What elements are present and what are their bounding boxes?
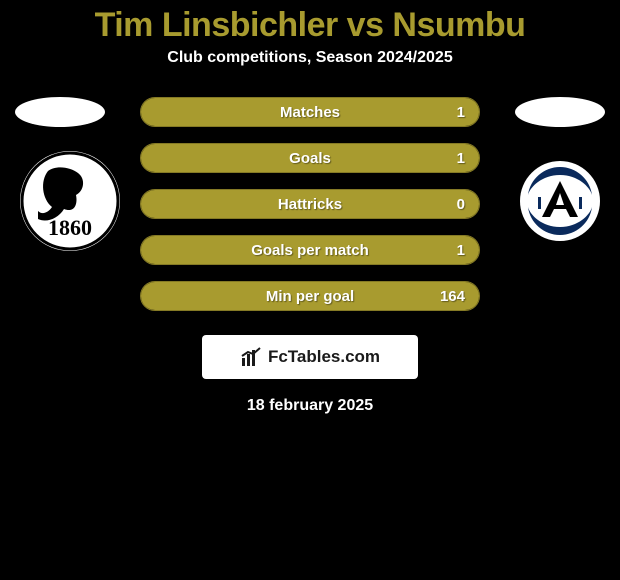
stat-bar-value-right: 0 [457, 196, 465, 213]
comparison-body: 1860 Matches1Goals1Hattricks0Goals per m… [0, 97, 620, 415]
arminia-bielefeld-logo [520, 161, 600, 241]
stat-bar-value-right: 1 [457, 242, 465, 259]
stat-bars: Matches1Goals1Hattricks0Goals per match1… [140, 97, 480, 311]
stat-bar: Matches1 [140, 97, 480, 127]
stat-bar: Min per goal164 [140, 281, 480, 311]
stat-bar-value-right: 1 [457, 150, 465, 167]
comparison-title: Tim Linsbichler vs Nsumbu [0, 0, 620, 45]
stat-bar-label: Goals per match [141, 242, 479, 259]
tsv-1860-munchen-logo: 1860 [20, 151, 120, 251]
stat-bar-value-right: 164 [440, 288, 465, 305]
right-ellipse-decor [515, 97, 605, 127]
club-left-icon: 1860 [20, 151, 120, 251]
comparison-date: 18 february 2025 [0, 397, 620, 415]
comparison-subtitle: Club competitions, Season 2024/2025 [0, 49, 620, 67]
stat-bar: Hattricks0 [140, 189, 480, 219]
stat-bar-label: Goals [141, 150, 479, 167]
brand-text: FcTables.com [268, 347, 380, 367]
stat-bar-value-right: 1 [457, 104, 465, 121]
brand-badge: FcTables.com [202, 335, 418, 379]
stat-bar: Goals per match1 [140, 235, 480, 265]
left-ellipse-decor [15, 97, 105, 127]
club-left-year: 1860 [48, 215, 92, 240]
stat-bar: Goals1 [140, 143, 480, 173]
stat-bar-label: Min per goal [141, 288, 479, 305]
club-right-icon [520, 161, 600, 241]
chart-icon [240, 346, 262, 368]
stat-bar-label: Hattricks [141, 196, 479, 213]
stat-bar-label: Matches [141, 104, 479, 121]
